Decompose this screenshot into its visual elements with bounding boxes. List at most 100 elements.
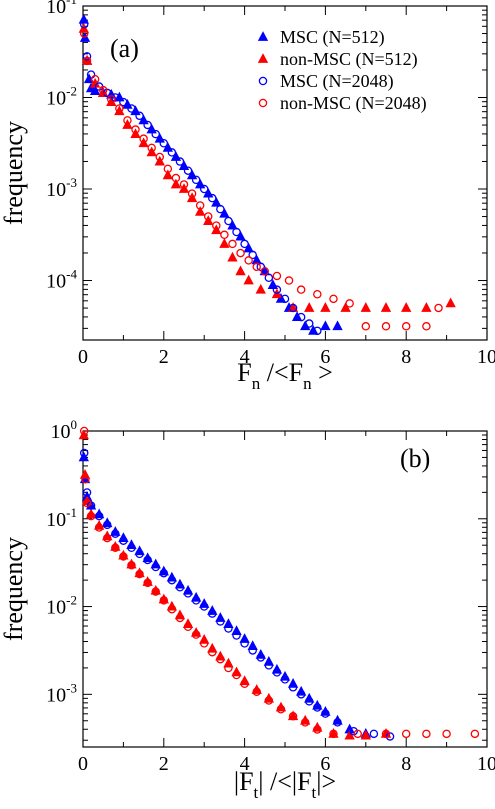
data-point bbox=[159, 139, 169, 148]
data-point bbox=[142, 576, 153, 586]
data-point bbox=[79, 20, 89, 29]
data-point bbox=[252, 687, 261, 696]
data-point bbox=[272, 271, 282, 281]
data-point bbox=[304, 319, 314, 328]
data-point bbox=[82, 52, 92, 61]
data-point bbox=[127, 104, 136, 113]
data-point bbox=[381, 322, 391, 331]
data-point bbox=[147, 143, 156, 153]
data-point bbox=[195, 201, 205, 210]
data-point bbox=[118, 549, 129, 560]
y-tick-label: 100 bbox=[51, 417, 78, 443]
data-point bbox=[175, 613, 185, 623]
data-point bbox=[111, 543, 120, 552]
data-point bbox=[252, 262, 261, 272]
data-point bbox=[434, 303, 443, 313]
data-point bbox=[224, 624, 233, 633]
data-point bbox=[442, 729, 451, 739]
data-point bbox=[110, 541, 121, 551]
data-point bbox=[179, 180, 189, 189]
data-point bbox=[470, 729, 480, 739]
data-point bbox=[111, 93, 120, 102]
data-point bbox=[175, 582, 185, 592]
x-tick-label: 8 bbox=[401, 753, 411, 775]
data-point bbox=[199, 602, 209, 611]
data-point bbox=[240, 679, 249, 689]
data-point bbox=[369, 729, 379, 739]
series-2 bbox=[79, 20, 322, 336]
data-point bbox=[300, 718, 310, 727]
data-point bbox=[304, 697, 314, 706]
data-point bbox=[361, 322, 371, 331]
data-point bbox=[401, 322, 411, 331]
y-axis-label: frequency bbox=[0, 537, 28, 641]
legend-entry: MSC (N=512) bbox=[280, 27, 385, 48]
data-point bbox=[150, 584, 161, 595]
data-point bbox=[216, 654, 225, 664]
data-point bbox=[232, 670, 241, 680]
data-point bbox=[151, 129, 160, 139]
legend-marker bbox=[257, 53, 269, 63]
data-point bbox=[236, 248, 245, 258]
data-point bbox=[159, 568, 169, 578]
legend-marker bbox=[258, 98, 268, 108]
data-point bbox=[255, 283, 266, 294]
x-tick-label: 10 bbox=[477, 346, 495, 368]
data-point bbox=[300, 320, 311, 331]
data-point bbox=[158, 593, 169, 604]
series-3 bbox=[79, 29, 443, 331]
data-point bbox=[123, 116, 132, 125]
data-point bbox=[151, 562, 160, 572]
y-tick-label: 10-1 bbox=[46, 0, 77, 18]
data-point bbox=[199, 639, 209, 648]
data-point bbox=[321, 709, 330, 718]
data-point bbox=[232, 227, 241, 237]
data-point bbox=[313, 725, 322, 734]
data-point bbox=[380, 302, 392, 312]
data-point bbox=[304, 302, 315, 312]
panel-label: (a) bbox=[110, 34, 139, 63]
y-tick-label: 10-4 bbox=[46, 267, 77, 293]
x-tick-label: 8 bbox=[401, 346, 411, 368]
x-tick-label: 4 bbox=[240, 346, 250, 368]
data-point bbox=[162, 169, 174, 180]
x-tick-label: 0 bbox=[78, 346, 88, 368]
data-point bbox=[126, 558, 137, 569]
data-point bbox=[227, 251, 238, 262]
data-point bbox=[183, 166, 193, 175]
data-point bbox=[329, 729, 338, 739]
data-point bbox=[288, 683, 298, 692]
data-point bbox=[445, 297, 456, 308]
data-point bbox=[159, 596, 169, 605]
data-point bbox=[422, 322, 431, 331]
panel-label: (b) bbox=[400, 444, 430, 473]
data-point bbox=[134, 567, 145, 578]
data-point bbox=[203, 212, 213, 221]
data-point bbox=[216, 204, 225, 214]
data-point bbox=[264, 661, 274, 670]
data-point bbox=[353, 729, 362, 739]
data-point bbox=[329, 294, 338, 304]
legend-marker bbox=[257, 31, 269, 41]
data-point bbox=[264, 696, 274, 705]
data-point bbox=[155, 152, 165, 162]
data-point bbox=[251, 254, 262, 265]
panel-a: 0 2 4 6 8 10 10-1 10-2 10-3 10-4 Fn /<Fn > frequenc… bbox=[0, 0, 495, 393]
data-point bbox=[175, 157, 185, 166]
data-point bbox=[332, 320, 343, 331]
data-point bbox=[114, 105, 125, 116]
data-point bbox=[86, 511, 96, 521]
series-1 bbox=[78, 23, 456, 312]
data-point bbox=[187, 189, 197, 198]
data-point bbox=[240, 639, 249, 648]
data-point bbox=[401, 302, 412, 312]
series-1 bbox=[78, 429, 392, 740]
data-point bbox=[208, 647, 217, 657]
data-point bbox=[272, 668, 282, 677]
data-point bbox=[82, 56, 92, 66]
plot-frame bbox=[82, 430, 488, 748]
data-point bbox=[191, 630, 201, 639]
y-tick-label: 10-3 bbox=[46, 175, 77, 201]
data-point bbox=[244, 256, 253, 265]
data-point bbox=[235, 265, 246, 276]
